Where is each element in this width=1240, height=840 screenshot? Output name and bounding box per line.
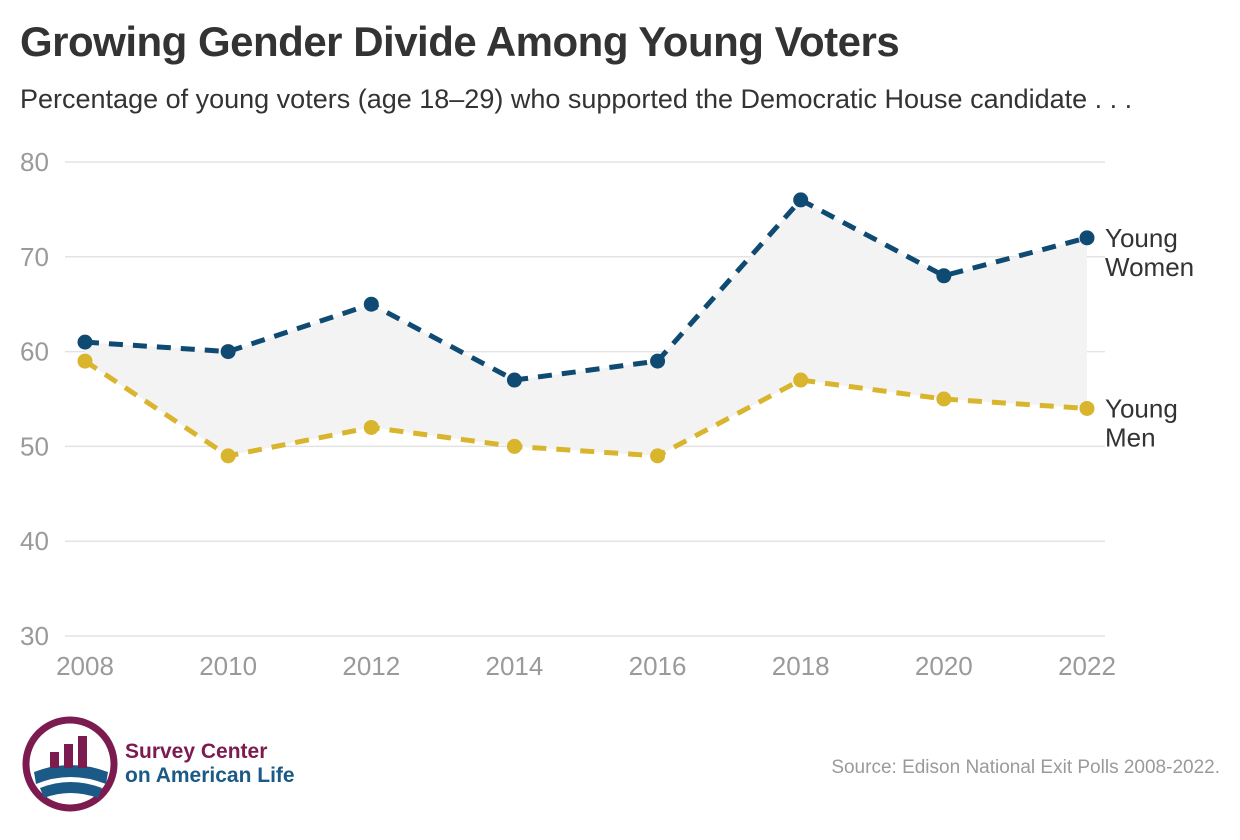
logo-bar-1 <box>50 752 59 768</box>
young-women-line <box>84 197 1088 383</box>
chart-subtitle: Percentage of young voters (age 18–29) w… <box>20 84 1133 114</box>
young-men-point-2008 <box>77 353 93 369</box>
young-women-point-2014 <box>506 372 522 388</box>
x-tick-label-2008: 2008 <box>56 651 114 681</box>
young-women-point-2008 <box>77 334 93 350</box>
x-tick-label-2014: 2014 <box>486 651 544 681</box>
y-tick-label-80: 80 <box>20 147 49 177</box>
logo-ring <box>22 716 118 812</box>
x-tick-label-2010: 2010 <box>199 651 257 681</box>
logo-bar-3 <box>78 736 87 768</box>
gap-area <box>85 199 1087 456</box>
young-men-point-2022 <box>1079 400 1095 416</box>
young-women-label: Young Women <box>1105 223 1194 282</box>
y-tick-label-70: 70 <box>20 242 49 272</box>
y-tick-label-50: 50 <box>20 431 49 461</box>
y-tick-label-30: 30 <box>20 621 49 651</box>
young-women-label-line: Women <box>1105 252 1194 282</box>
young-women-point-2010 <box>220 344 236 360</box>
young-men-point-2014 <box>506 438 522 454</box>
logo-wave-2 <box>40 782 102 798</box>
young-women-label-line: Young <box>1105 223 1178 253</box>
logo-bar-2 <box>64 744 73 768</box>
x-tick-label-2012: 2012 <box>342 651 400 681</box>
gap-shading <box>85 199 1087 456</box>
y-tick-label-40: 40 <box>20 526 49 556</box>
young-men-label-line: Young <box>1105 393 1178 423</box>
org-name: Survey Center on American Life <box>125 740 295 788</box>
young-men-line <box>83 358 1088 459</box>
x-tick-label-2016: 2016 <box>629 651 687 681</box>
org-name-line1: Survey Center <box>125 740 268 763</box>
x-tick-label-2022: 2022 <box>1058 651 1116 681</box>
young-men-point-2020 <box>936 391 952 407</box>
young-men-point-2016 <box>650 448 666 464</box>
org-name-line2: on American Life <box>125 764 295 787</box>
young-women-point-2020 <box>936 268 952 284</box>
x-tick-label-2018: 2018 <box>772 651 830 681</box>
young-women-point-2016 <box>650 353 666 369</box>
chart-title: Growing Gender Divide Among Young Voters <box>20 18 900 65</box>
labels: 30 40 50 60 70 80 2008 2010 2012 2014 2016 2018 2020… <box>20 147 1194 681</box>
young-men-label-line: Men <box>1105 422 1156 452</box>
young-women-point-2012 <box>363 296 379 312</box>
x-tick-label-2020: 2020 <box>915 651 973 681</box>
series-lines <box>77 192 1095 464</box>
young-men-label: Young Men <box>1105 393 1178 452</box>
logo-wave <box>34 765 108 784</box>
source-note: Source: Edison National Exit Polls 2008-… <box>831 757 1220 778</box>
young-men-point-2018 <box>793 372 809 388</box>
young-men-point-2012 <box>363 419 379 435</box>
young-women-point-2018 <box>793 192 809 208</box>
young-men-point-2010 <box>220 448 236 464</box>
y-tick-label-60: 60 <box>20 337 49 367</box>
survey-center-logo <box>22 716 118 812</box>
young-women-point-2022 <box>1079 230 1095 246</box>
